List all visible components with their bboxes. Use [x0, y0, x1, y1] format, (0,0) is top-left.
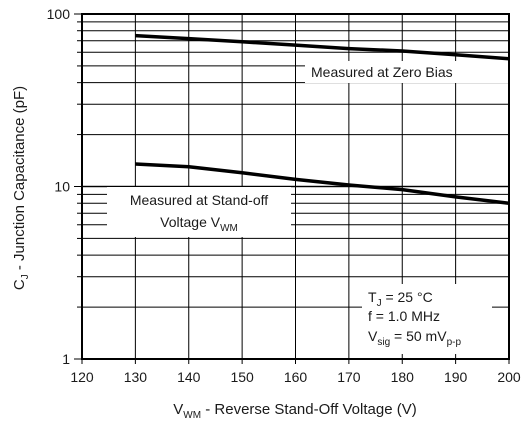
conditions-box-bg	[362, 284, 492, 354]
standoff-label-bg	[107, 187, 291, 237]
zero-bias-label: Measured at Zero Bias	[311, 64, 453, 80]
x-tick-label: 130	[124, 369, 148, 385]
x-axis-label: VWM - Reverse Stand-Off Voltage (V)	[173, 401, 416, 421]
series-line-2	[135, 162, 510, 205]
condition-tj: TJ = 25 °C	[368, 289, 433, 309]
x-tick-label: 170	[337, 369, 361, 385]
standoff-label-line2: Voltage VWM	[160, 214, 238, 234]
y-axis-label: CJ - Junction Capacitance (pF)	[11, 86, 31, 290]
plot-frame	[81, 13, 510, 360]
x-tick-label: 200	[497, 369, 521, 385]
y-tick-label: 10	[54, 179, 70, 195]
x-tick-label: 180	[391, 369, 415, 385]
y-tick-label: 1	[62, 351, 70, 367]
x-tick-label: 150	[230, 369, 254, 385]
standoff-label-line1: Measured at Stand-off	[130, 192, 268, 208]
series-lines	[135, 33, 510, 205]
x-tick-label: 160	[284, 369, 308, 385]
zero-bias-label-bg	[305, 61, 509, 83]
x-tick-label: 190	[444, 369, 468, 385]
x-tick-label: 120	[70, 369, 94, 385]
x-tick-label: 140	[177, 369, 201, 385]
y-tick-labels: 1 10 100	[47, 6, 82, 367]
condition-vsig: Vsig = 50 mVp-p	[368, 328, 461, 348]
y-tick-label: 100	[47, 6, 71, 22]
condition-frequency: f = 1.0 MHz	[368, 308, 440, 324]
series-line-1	[135, 33, 510, 61]
x-tick-labels: 120 130 140 150 160 170 180 190 200	[70, 359, 521, 385]
